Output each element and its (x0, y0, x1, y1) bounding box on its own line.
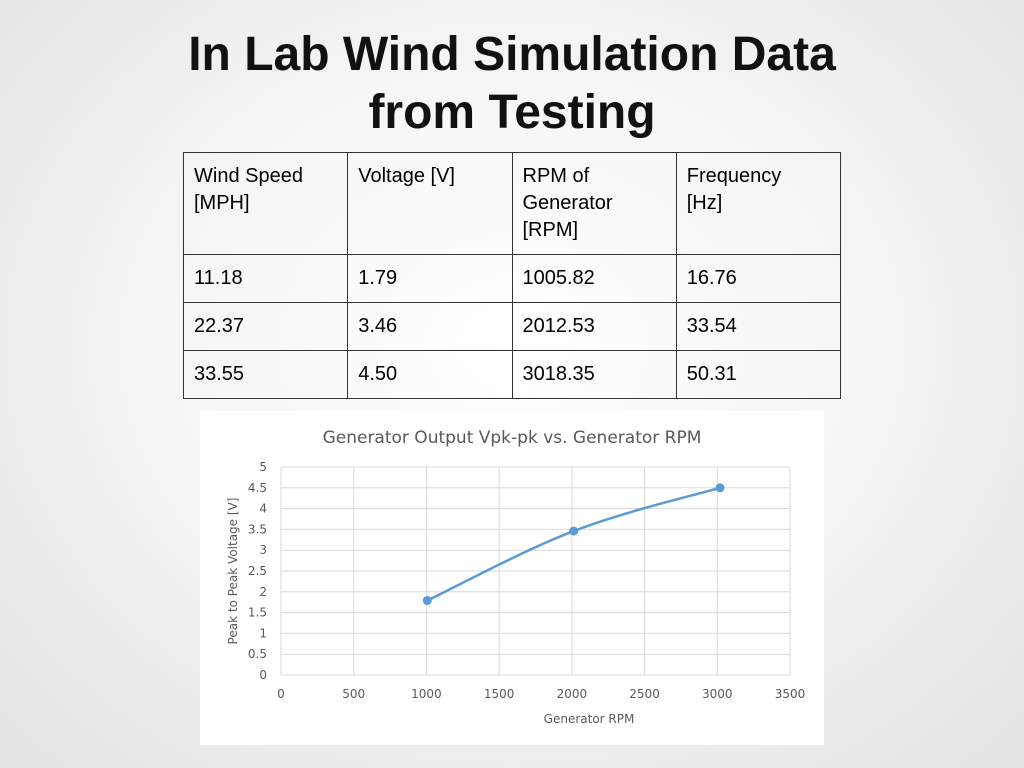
x-tick-label: 3000 (702, 687, 733, 701)
header-line: Voltage [V] (358, 165, 455, 187)
y-axis-label: Peak to Peak Voltage [V] (226, 498, 240, 645)
data-point (715, 483, 725, 493)
y-tick-label: 3.5 (248, 522, 267, 536)
table-cell: 2012.53 (511, 302, 677, 351)
table-cell: 1005.82 (511, 254, 677, 303)
table-row: 11.18 1.79 1005.82 16.76 (182, 254, 842, 303)
header-line: Generator (522, 192, 613, 214)
y-tick-label: 3 (259, 543, 267, 557)
table-cell: 33.54 (675, 302, 842, 351)
data-point (569, 526, 579, 536)
table-cell: 11.18 (182, 254, 349, 303)
line-chart: Generator Output Vpk-pk vs. Generator RP… (226, 428, 805, 726)
data-table: Wind Speed [MPH] Voltage [V] RPM of Gene… (182, 152, 842, 399)
header-wind-speed: Wind Speed [MPH] (182, 152, 349, 255)
x-axis-ticks: 0 500 1000 1500 2000 2500 3000 3500 (277, 687, 805, 701)
table-cell: 3018.35 (511, 350, 677, 399)
y-tick-label: 1 (259, 626, 267, 640)
table-row: 22.37 3.46 2012.53 33.54 (182, 302, 842, 351)
x-tick-label: 0 (277, 687, 285, 701)
table-cell: 33.55 (182, 350, 349, 399)
y-tick-label: 0 (259, 668, 267, 682)
header-frequency: Frequency [Hz] (675, 152, 842, 255)
y-tick-label: 2.5 (248, 564, 267, 578)
chart-series (422, 483, 725, 606)
data-point (422, 596, 432, 606)
table-header-row: Wind Speed [MPH] Voltage [V] RPM of Gene… (182, 152, 842, 255)
table-cell: 4.50 (347, 350, 513, 399)
header-line: Wind Speed (194, 165, 303, 187)
header-line: [RPM] (522, 219, 579, 241)
chart-grid (280, 466, 791, 676)
slide-title: In Lab Wind Simulation Data from Testing (0, 26, 1024, 142)
table-cell: 16.76 (675, 254, 842, 303)
y-tick-label: 0.5 (248, 647, 267, 661)
table-cell: 22.37 (182, 302, 349, 351)
header-line: RPM of (522, 165, 590, 187)
y-tick-label: 4.5 (248, 481, 267, 495)
y-tick-label: 5 (259, 460, 267, 474)
y-axis-ticks: 0 0.5 1 1.5 2 2.5 3 3.5 4 4.5 5 (248, 460, 267, 682)
header-line: Frequency (686, 165, 782, 187)
x-axis-label: Generator RPM (544, 712, 635, 726)
y-tick-label: 4 (259, 502, 267, 516)
chart-title: Generator Output Vpk-pk vs. Generator RP… (323, 428, 702, 448)
x-tick-label: 2000 (557, 687, 588, 701)
series-line (426, 486, 721, 602)
x-tick-label: 500 (342, 687, 365, 701)
table-cell: 3.46 (347, 302, 513, 351)
x-tick-label: 1000 (411, 687, 442, 701)
slide-title-line-2: from Testing (368, 86, 656, 139)
header-line: [Hz] (686, 192, 723, 214)
table-cell: 1.79 (347, 254, 513, 303)
header-line: [MPH] (194, 192, 250, 214)
x-tick-label: 1500 (484, 687, 515, 701)
y-tick-label: 2 (259, 585, 267, 599)
table-cell: 50.31 (675, 350, 842, 399)
header-rpm: RPM of Generator [RPM] (511, 152, 677, 255)
x-tick-label: 3500 (775, 687, 806, 701)
header-voltage: Voltage [V] (347, 152, 513, 255)
slide-title-line-1: In Lab Wind Simulation Data (188, 28, 836, 81)
chart-panel: Generator Output Vpk-pk vs. Generator RP… (200, 411, 824, 745)
x-tick-label: 2500 (629, 687, 660, 701)
table-row: 33.55 4.50 3018.35 50.31 (182, 350, 842, 399)
y-tick-label: 1.5 (248, 606, 267, 620)
